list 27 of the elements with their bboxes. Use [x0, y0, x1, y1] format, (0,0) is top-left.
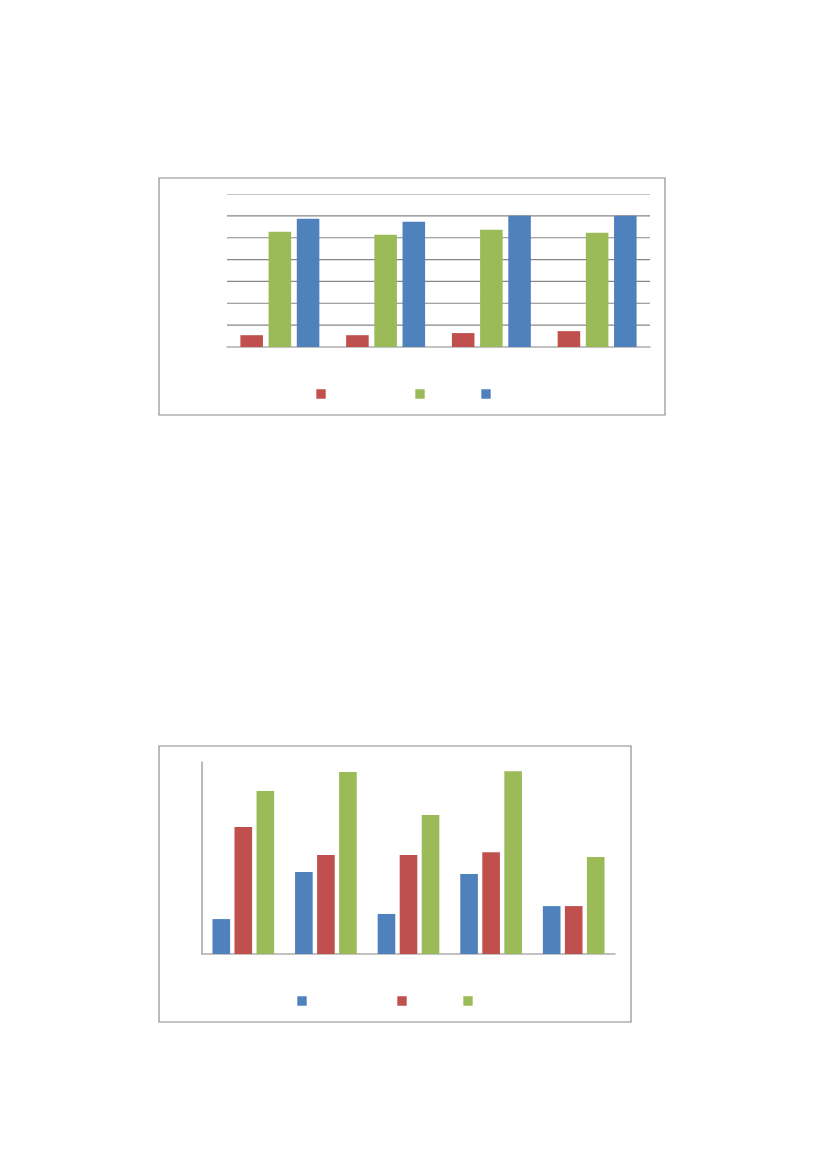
- bar: [377, 913, 396, 954]
- bar: [614, 215, 637, 347]
- bar: [586, 857, 605, 954]
- bar: [295, 872, 313, 954]
- bar: [256, 791, 275, 954]
- bar: [480, 229, 503, 347]
- bar: [402, 221, 426, 347]
- bar: [268, 231, 292, 347]
- bar: [585, 232, 609, 347]
- bar: [296, 218, 320, 347]
- bar: [234, 827, 253, 954]
- bar: [317, 855, 335, 954]
- bar: [542, 906, 561, 954]
- bar: [460, 874, 478, 954]
- bar: [339, 772, 357, 954]
- bar: [508, 215, 531, 347]
- bar: [564, 906, 583, 954]
- bar: [451, 333, 475, 347]
- bar: [557, 331, 581, 347]
- bar: [240, 335, 263, 347]
- bar: [374, 234, 397, 347]
- bar: [346, 335, 369, 347]
- bar: [399, 855, 418, 954]
- bar: [212, 919, 231, 954]
- bar: [504, 771, 522, 954]
- bar: [482, 852, 500, 954]
- bar: [421, 815, 440, 954]
